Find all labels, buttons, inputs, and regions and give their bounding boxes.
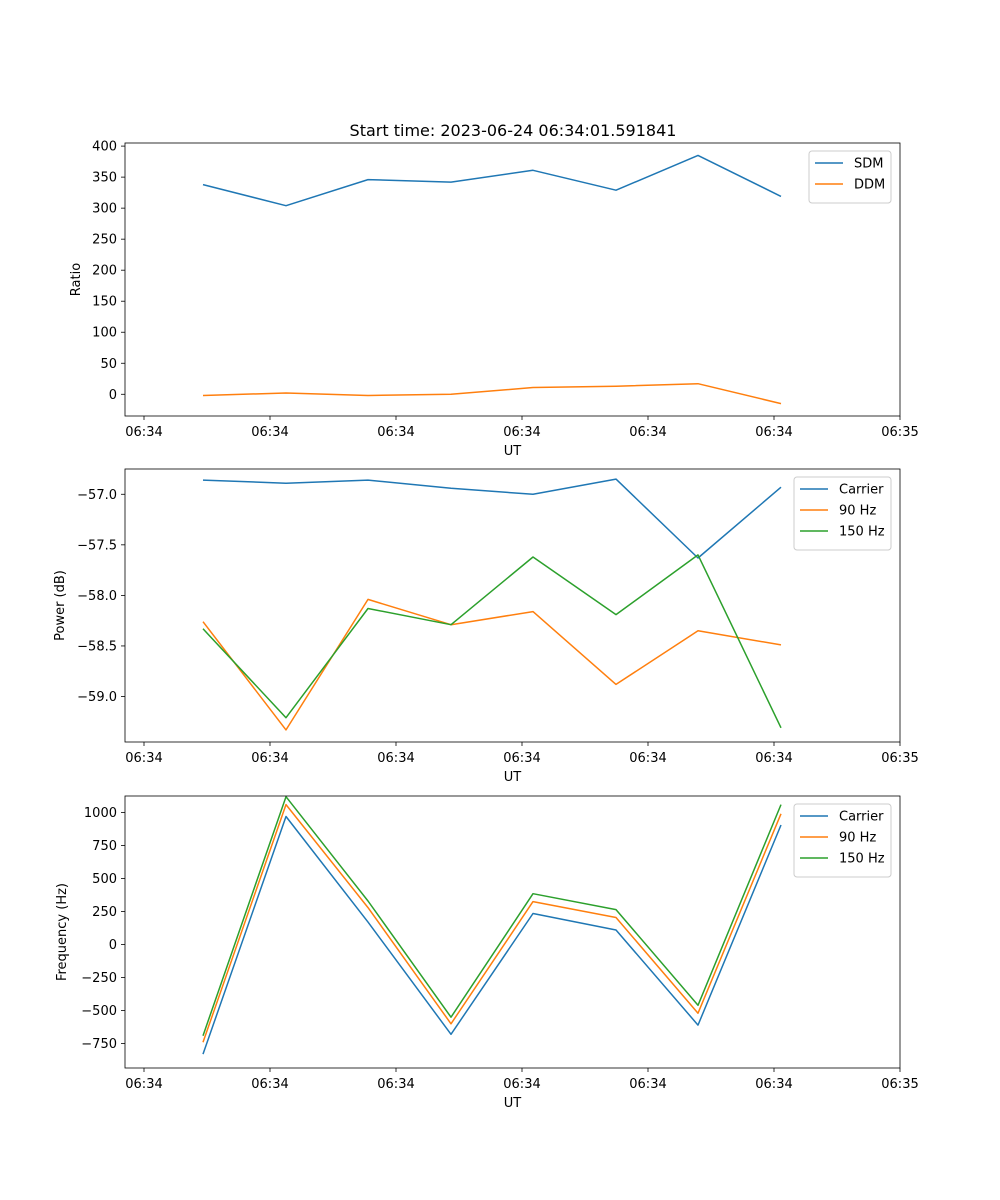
y-axis-label: Power (dB) [53, 570, 68, 641]
subplot-3: 06:34 06:34 06:34 06:34 06:34 06:34 06:35 1000 7… [55, 795, 919, 1111]
x-tick-label: 06:34 [755, 425, 792, 440]
axes-frame [124, 142, 901, 417]
y-tick-label: 250 [92, 233, 117, 248]
series-line-150-hz [202, 795, 782, 1036]
x-tick-label: 06:34 [503, 751, 540, 766]
y-tick-label: 200 [92, 264, 117, 279]
y-tick-label: −57.0 [77, 488, 117, 503]
x-tick-label: 06:34 [125, 751, 162, 766]
x-tick-label: 06:34 [251, 425, 288, 440]
y-tick-label: −58.5 [77, 639, 117, 654]
axes-frame [124, 795, 901, 1069]
series-line-ddm [202, 382, 782, 405]
y-tick-label: −58.0 [77, 589, 117, 604]
x-tick-label: 06:35 [881, 751, 918, 766]
x-tick-label: 06:34 [251, 751, 288, 766]
subplots: 06:34 06:34 06:34 06:34 06:34 06:34 06:35 0 50 10… [53, 140, 919, 1111]
x-tick-label: 06:34 [503, 425, 540, 440]
series-line-150-hz [202, 554, 782, 729]
y-tick-label: 100 [92, 326, 117, 341]
y-axis-label: Ratio [69, 263, 84, 296]
y-tick-label: 0 [109, 388, 117, 403]
legend-box [808, 150, 892, 204]
x-tick-label: 06:35 [881, 1077, 918, 1092]
y-tick-label: 50 [100, 357, 117, 372]
legend: Carrier 90 Hz 150 Hz [793, 803, 892, 878]
x-tick-label: 06:34 [377, 425, 414, 440]
y-tick-label: −250 [81, 971, 117, 986]
x-tick-label: 06:34 [377, 751, 414, 766]
x-axis-label: UT [504, 444, 522, 459]
series-line-90-hz [202, 803, 782, 1043]
x-axis-label: UT [504, 1096, 522, 1111]
x-tick-label: 06:34 [755, 751, 792, 766]
x-axis-label: UT [504, 770, 522, 785]
y-tick-label: −750 [81, 1037, 117, 1052]
legend: SDM DDM [808, 150, 892, 204]
x-tick-label: 06:34 [377, 1077, 414, 1092]
x-tick-label: 06:35 [881, 425, 918, 440]
axes-frame [124, 468, 901, 743]
legend-entry: 150 Hz [839, 852, 885, 867]
x-tick-label: 06:34 [503, 1077, 540, 1092]
y-tick-label: 300 [92, 202, 117, 217]
x-tick-label: 06:34 [125, 1077, 162, 1092]
y-tick-label: 500 [92, 872, 117, 887]
y-tick-label: −57.5 [77, 538, 117, 553]
series-line-90-hz [202, 598, 782, 731]
x-tick-label: 06:34 [629, 425, 666, 440]
y-tick-label: −59.0 [77, 690, 117, 705]
y-tick-label: 1000 [84, 806, 117, 821]
x-tick-label: 06:34 [629, 1077, 666, 1092]
legend-entry: 90 Hz [839, 831, 876, 846]
y-tick-label: 400 [92, 140, 117, 155]
legend-entry: Carrier [839, 810, 884, 825]
legend-entry: DDM [854, 178, 885, 193]
subplot-2: 06:34 06:34 06:34 06:34 06:34 06:34 06:35 −57.0… [53, 468, 919, 785]
series-line-sdm [202, 154, 782, 207]
y-tick-label: 0 [109, 938, 117, 953]
y-tick-label: 350 [92, 171, 117, 186]
y-tick-label: 150 [92, 295, 117, 310]
series-line-carrier [202, 815, 782, 1055]
series-line-carrier [202, 478, 782, 559]
legend: Carrier 90 Hz 150 Hz [793, 476, 892, 551]
y-tick-label: 250 [92, 905, 117, 920]
figure-title: Start time: 2023-06-24 06:34:01.591841 [350, 121, 677, 140]
legend-entry: 150 Hz [839, 525, 885, 540]
subplot-1: 06:34 06:34 06:34 06:34 06:34 06:34 06:35 0 50 10… [69, 140, 919, 459]
y-tick-label: −500 [81, 1004, 117, 1019]
x-tick-label: 06:34 [755, 1077, 792, 1092]
x-tick-label: 06:34 [251, 1077, 288, 1092]
x-tick-label: 06:34 [125, 425, 162, 440]
legend-entry: Carrier [839, 483, 884, 498]
y-tick-label: 750 [92, 839, 117, 854]
legend-entry: SDM [854, 157, 883, 172]
y-axis-label: Frequency (Hz) [55, 883, 70, 981]
legend-entry: 90 Hz [839, 504, 876, 519]
x-tick-label: 06:34 [629, 751, 666, 766]
